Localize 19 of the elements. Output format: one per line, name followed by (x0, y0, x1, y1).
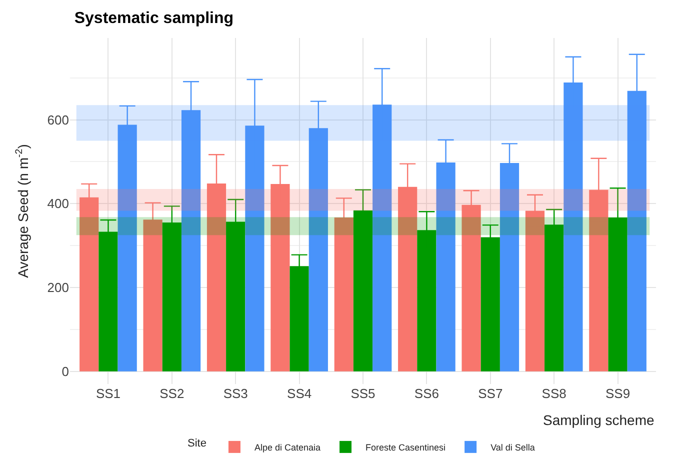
legend-label: Val di Sella (490, 442, 535, 452)
y-tick-label: 400 (47, 196, 69, 212)
legend-label: Alpe di Catenaia (254, 442, 321, 452)
legend-label: Foreste Casentinesi (366, 442, 446, 452)
x-tick-label: SS8 (542, 386, 566, 401)
x-tick-label: SS4 (287, 386, 312, 401)
chart-title: Systematic sampling (74, 10, 234, 28)
x-tick-label: SS2 (160, 386, 184, 401)
y-tick-label: 600 (47, 112, 69, 128)
legend-title: Site (188, 438, 206, 450)
x-tick-label: SS6 (414, 386, 439, 401)
x-tick-label: SS5 (350, 386, 376, 401)
x-tick-label: SS7 (478, 386, 503, 401)
x-tick-label: SS3 (223, 386, 248, 401)
y-tick-label: 0 (62, 364, 69, 379)
x-axis-title: Sampling scheme (543, 412, 654, 428)
y-tick-label: 200 (47, 280, 69, 296)
x-tick-label: SS1 (96, 386, 121, 401)
x-tick-label: SS9 (605, 386, 630, 401)
